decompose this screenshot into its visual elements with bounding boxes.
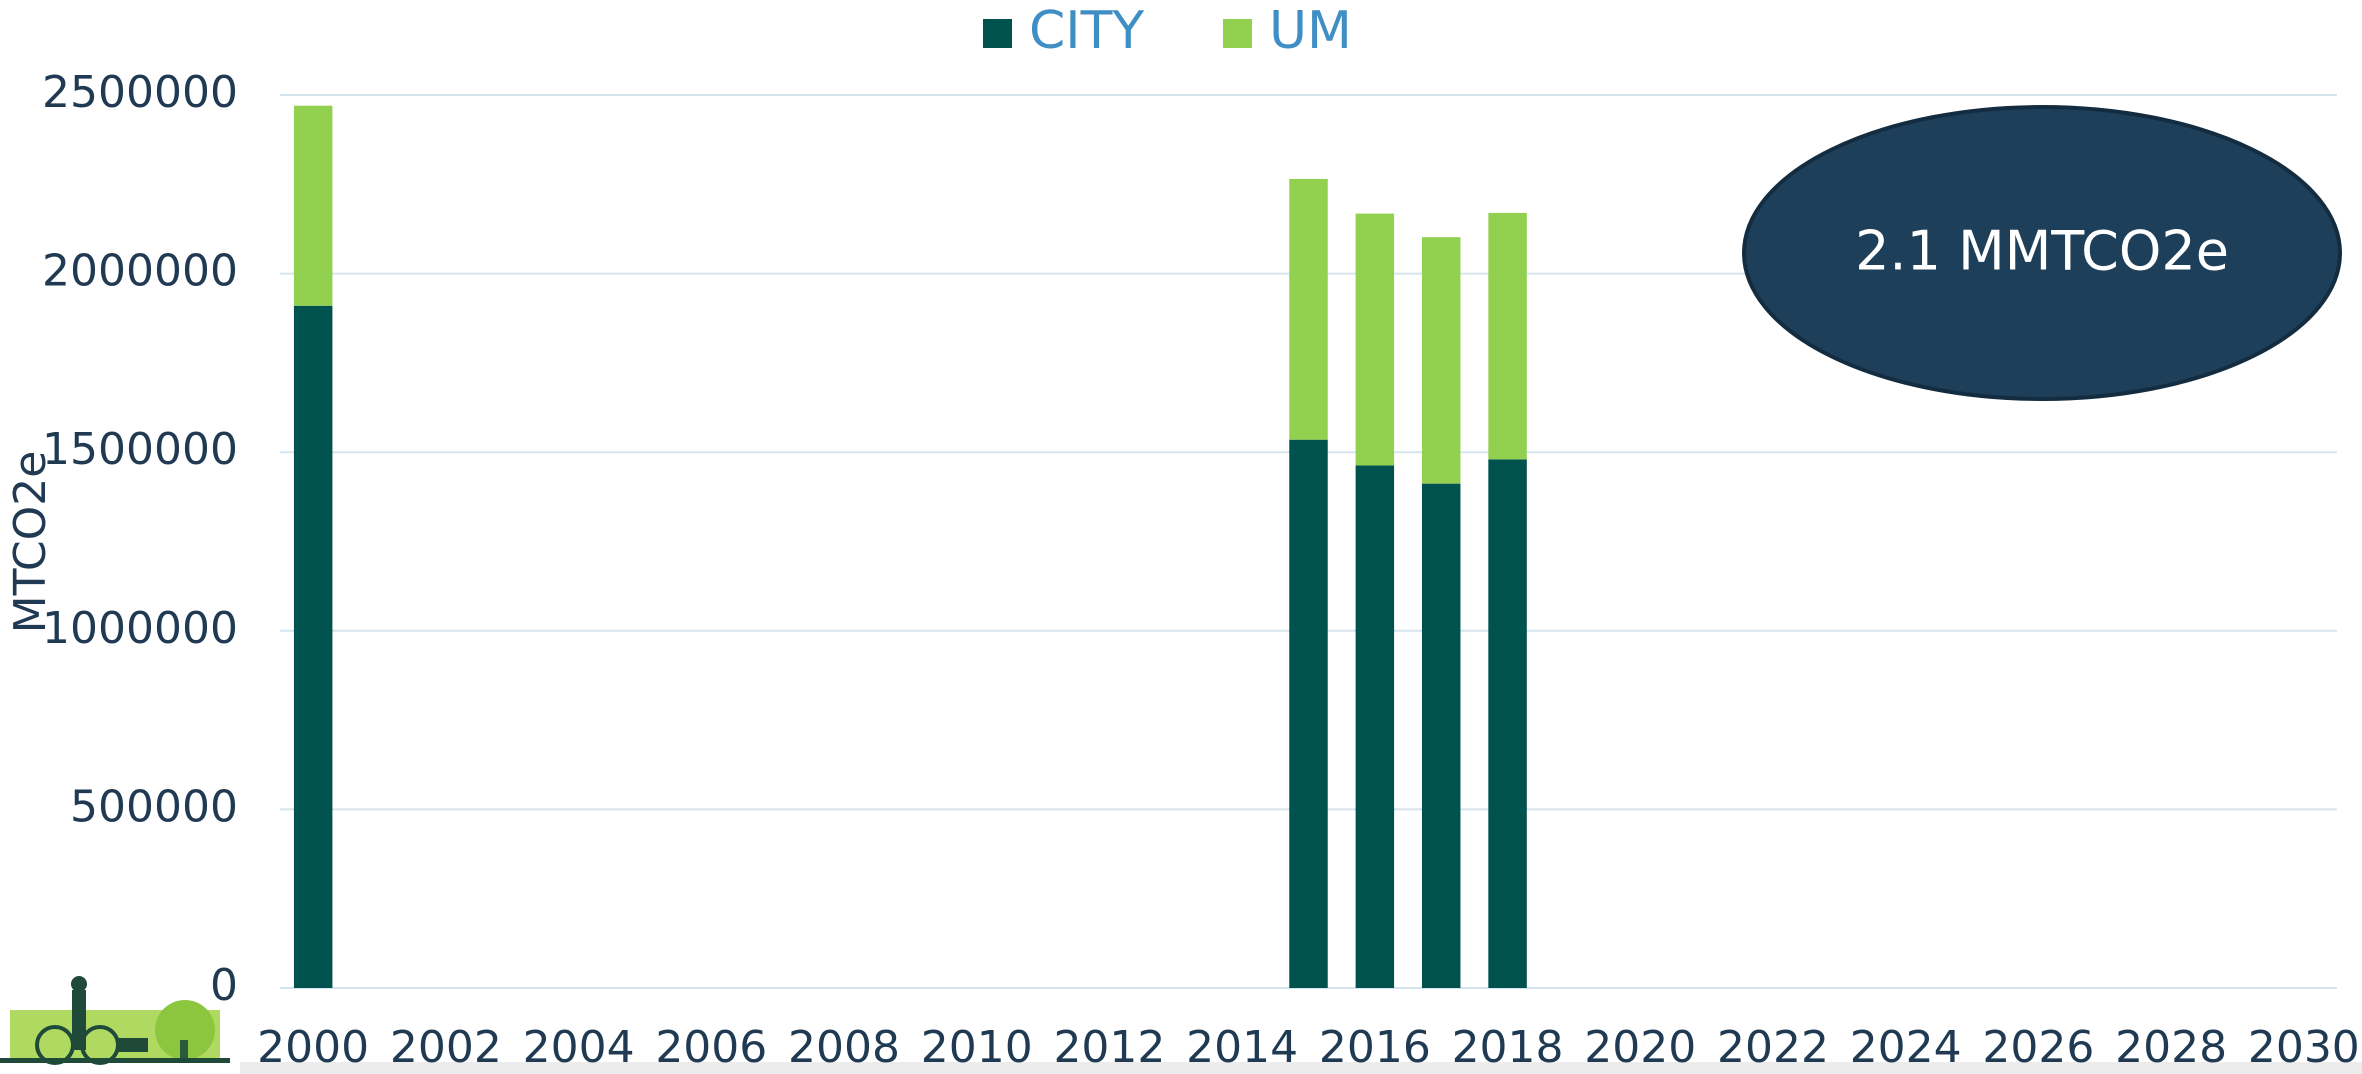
x-tick-label: 2028	[2115, 1022, 2227, 1073]
y-tick-label: 2000000	[42, 246, 238, 297]
x-tick-label: 2024	[1850, 1022, 1962, 1073]
legend-swatch	[983, 19, 1012, 48]
bar-segment	[1422, 484, 1460, 988]
bar-segment	[1356, 214, 1394, 466]
bar-segment	[1422, 237, 1460, 483]
x-tick-label: 2016	[1319, 1022, 1431, 1073]
y-tick-label: 500000	[70, 781, 238, 832]
bar-segment	[1488, 459, 1526, 988]
x-tick-label: 2000	[257, 1022, 369, 1073]
y-tick-label: 1000000	[42, 603, 238, 654]
x-tick-label: 2030	[2248, 1022, 2360, 1073]
annotation: 2.1 MMTCO2e	[1855, 220, 2229, 283]
legend-label: UM	[1269, 1, 1352, 61]
chart: 2.1 MMTCO2e MTCO2e 050000010000001500000…	[0, 0, 2362, 1074]
bar-segment	[1289, 179, 1327, 440]
x-tick-label: 2026	[1982, 1022, 2094, 1073]
bar-segment	[1356, 465, 1394, 988]
bar-segment	[1289, 440, 1327, 988]
legend-swatch	[1223, 19, 1252, 48]
x-tick-label: 2014	[1186, 1022, 1298, 1073]
x-tick-label: 2004	[523, 1022, 635, 1073]
bar-segment	[294, 306, 332, 988]
x-tick-label: 2012	[1053, 1022, 1165, 1073]
logo	[0, 976, 230, 1063]
x-tick-label: 2008	[788, 1022, 900, 1073]
x-tick-label: 2010	[921, 1022, 1033, 1073]
x-tick-label: 2006	[655, 1022, 767, 1073]
page: 2.1 MMTCO2e MTCO2e 050000010000001500000…	[0, 0, 2362, 1074]
y-tick-label: 1500000	[42, 424, 238, 475]
x-tick-label: 2022	[1717, 1022, 1829, 1073]
x-tick-label: 2020	[1584, 1022, 1696, 1073]
bar-segment	[294, 106, 332, 306]
x-tick-label: 2002	[390, 1022, 502, 1073]
bar-segment	[1488, 213, 1526, 459]
legend-label: CITY	[1029, 1, 1144, 61]
y-tick-label: 2500000	[42, 67, 238, 118]
y-tick-label: 0	[210, 960, 238, 1011]
x-tick-label: 2018	[1452, 1022, 1564, 1073]
